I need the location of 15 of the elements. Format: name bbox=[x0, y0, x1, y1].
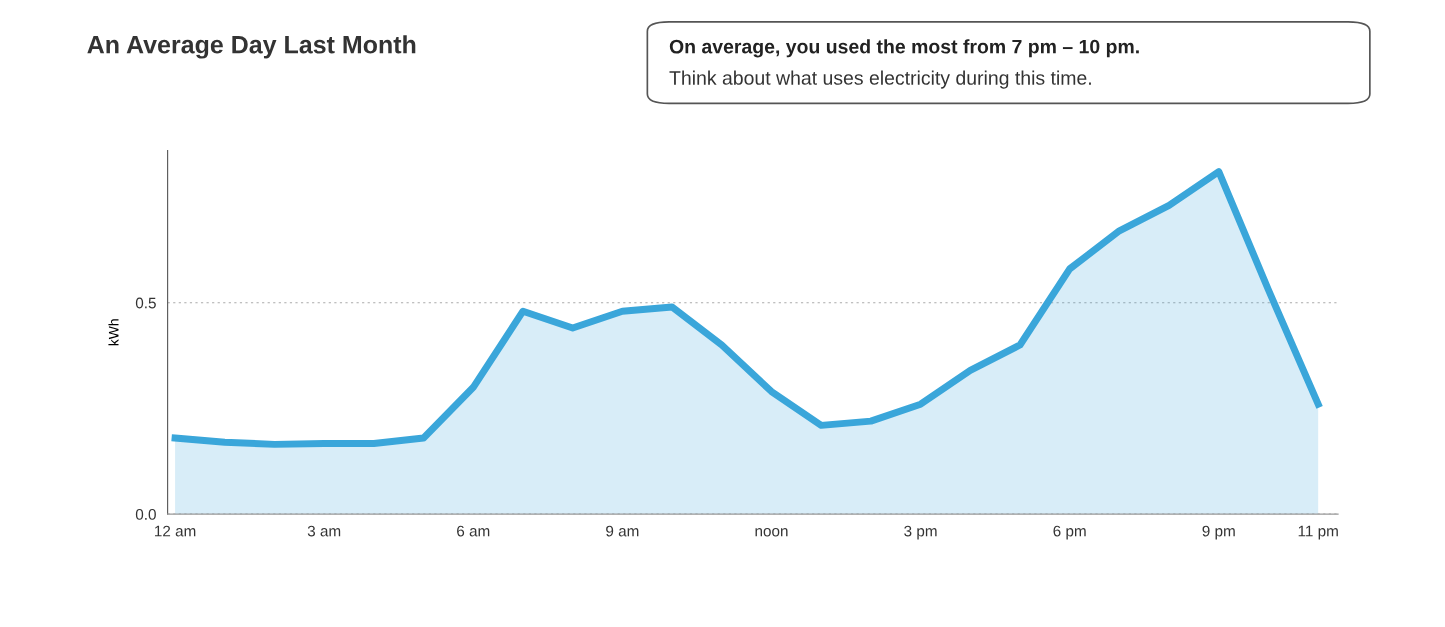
y-tick-label: 0.0 bbox=[135, 509, 156, 520]
y-tick-label: 0.5 bbox=[135, 297, 156, 309]
x-tick-label: 11 pm bbox=[1298, 525, 1338, 540]
text: Think about what uses electricity during this time. bbox=[669, 70, 1091, 89]
y-axis-title: kWh bbox=[108, 319, 119, 346]
text: On average, you used the most from 7 pm – 10 pm. bbox=[669, 39, 1139, 58]
x-tick-label: 6 am bbox=[457, 525, 490, 537]
x-tick-label: 12 am bbox=[155, 525, 196, 537]
x-tick-label: noon bbox=[755, 528, 788, 537]
chart-title: An Average Day Last Month bbox=[87, 35, 416, 59]
x-tick-label: 9 am bbox=[606, 525, 639, 537]
x-tick-label: 9 pm bbox=[1202, 525, 1235, 540]
x-tick-label: 3 am bbox=[307, 525, 341, 537]
x-tick-label: 6 pm bbox=[1053, 525, 1086, 540]
x-tick-label: 3 pm bbox=[904, 525, 937, 540]
